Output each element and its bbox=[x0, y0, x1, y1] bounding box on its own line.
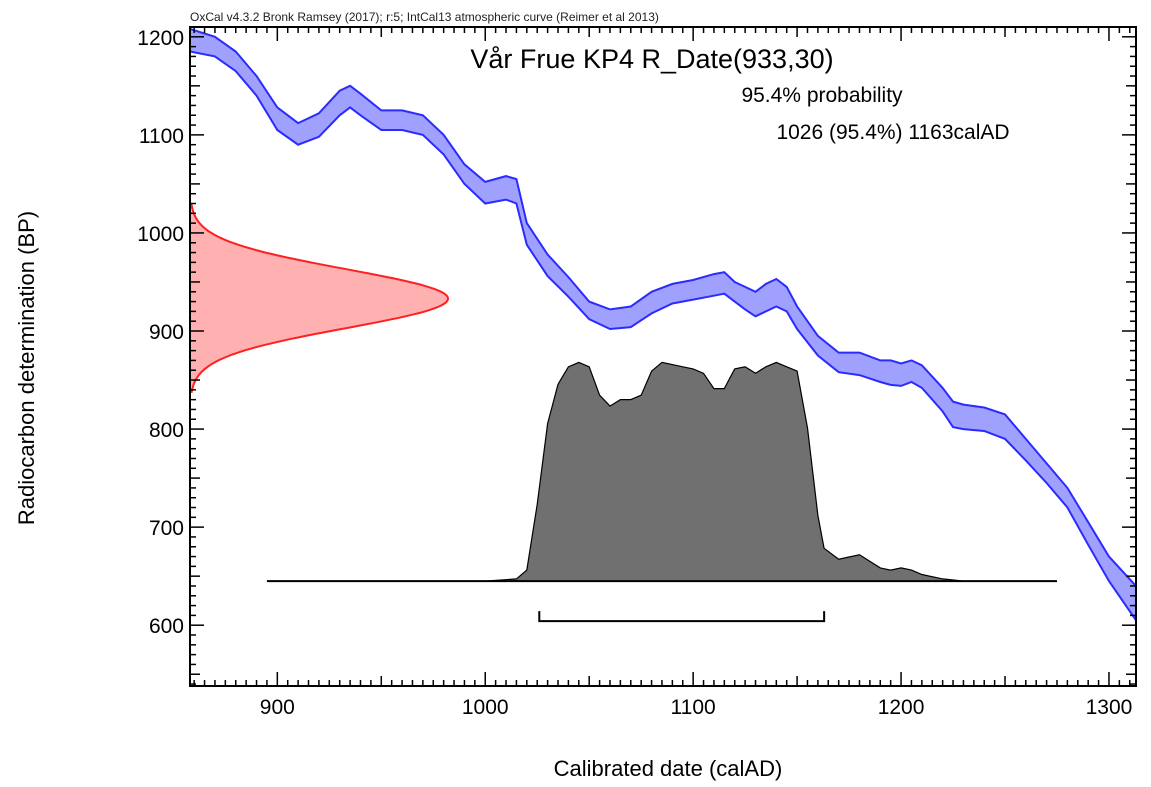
plot-frame bbox=[189, 26, 1137, 687]
posterior-distribution bbox=[485, 361, 964, 582]
chart-title: Vår Frue KP4 R_Date(933,30) bbox=[470, 44, 833, 74]
y-tick-label: 700 bbox=[149, 517, 184, 540]
hpd-range-bracket bbox=[538, 611, 826, 623]
y-axis-label: Radiocarbon determination (BP) bbox=[14, 211, 39, 525]
calibration-curve-upper bbox=[190, 28, 1136, 587]
y-tick-label: 800 bbox=[149, 419, 184, 442]
range-label: 1026 (95.4%) 1163calAD bbox=[776, 121, 1009, 144]
y-tick-label: 1200 bbox=[137, 27, 184, 50]
radiocarbon-distribution-fill bbox=[190, 204, 448, 393]
axes: 900 1000 1100 1200 1300 600 700 800 900 1000 1100 1… bbox=[137, 26, 1137, 719]
chart-header: OxCal v4.3.2 Bronk Ramsey (2017); r:5; I… bbox=[190, 10, 659, 24]
y-tick-label: 600 bbox=[149, 615, 184, 638]
x-tick-label: 1200 bbox=[878, 696, 925, 719]
y-tick-label: 1100 bbox=[139, 125, 184, 148]
x-tick-label: 900 bbox=[260, 696, 295, 719]
x-tick-label: 1000 bbox=[462, 696, 509, 719]
y-tick-label: 900 bbox=[149, 321, 184, 344]
probability-label: 95.4% probability bbox=[741, 84, 903, 107]
y-tick-label: 1000 bbox=[137, 223, 184, 246]
x-tick-label: 1300 bbox=[1086, 696, 1133, 719]
radiocarbon-distribution-line bbox=[190, 203, 450, 393]
plot-area bbox=[190, 28, 1136, 623]
calibration-curve-lower bbox=[190, 50, 1136, 621]
x-axis-label: Calibrated date (calAD) bbox=[554, 756, 783, 781]
x-tick-label: 1100 bbox=[671, 696, 716, 719]
